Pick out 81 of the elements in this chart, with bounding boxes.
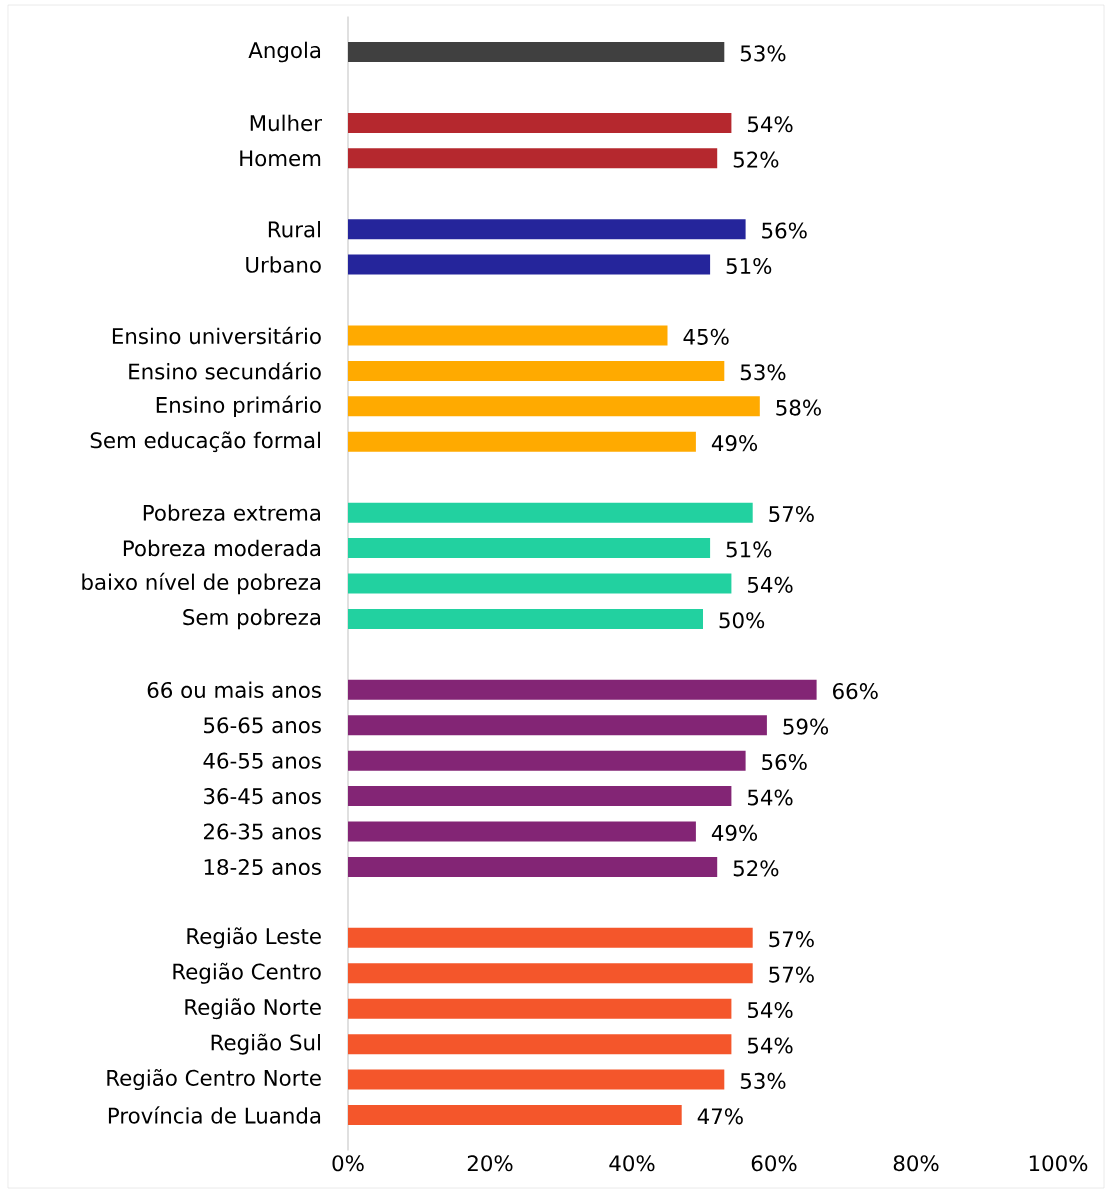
y-tick-label: Homem xyxy=(240,150,321,167)
data-label: 57% xyxy=(769,966,814,983)
bar xyxy=(348,821,696,842)
data-label: 59% xyxy=(783,718,829,735)
data-label: 56% xyxy=(762,753,807,771)
bar xyxy=(348,219,746,240)
data-label: 57% xyxy=(769,505,814,523)
y-tick-label: Região Centro xyxy=(173,962,321,984)
y-tick-label: Região Norte xyxy=(185,998,321,1020)
bar xyxy=(348,573,732,594)
bar xyxy=(348,786,732,807)
bar xyxy=(348,679,817,700)
y-tick-label: 36-45 anos xyxy=(204,788,321,805)
bar xyxy=(348,927,753,948)
bar xyxy=(348,360,725,381)
bar xyxy=(348,112,732,133)
y-tick-label: 56-65 anos xyxy=(204,717,321,734)
data-label: 51% xyxy=(726,257,772,275)
y-tick-label: Província de Luanda xyxy=(108,1106,321,1124)
data-label: 53% xyxy=(740,364,786,381)
bar xyxy=(348,1105,682,1126)
bar xyxy=(348,608,704,629)
x-tick-label: 0% xyxy=(332,1155,364,1172)
y-tick-label: Região Centro Norte xyxy=(107,1069,321,1091)
data-label: 50% xyxy=(719,612,765,629)
data-label: 47% xyxy=(697,1108,743,1125)
bar xyxy=(348,856,718,877)
y-tick-label: Pobreza moderada xyxy=(123,539,321,557)
y-tick-label: Região Sul xyxy=(211,1033,320,1055)
data-label: 45% xyxy=(683,328,729,345)
data-label: 49% xyxy=(711,824,758,841)
y-tick-label: 26-35 anos xyxy=(203,823,321,840)
bar xyxy=(348,750,746,771)
x-tick-label: 40% xyxy=(609,1155,655,1172)
bar xyxy=(348,715,767,736)
data-label: 58% xyxy=(776,399,821,416)
data-label: 54% xyxy=(747,116,793,133)
y-tick-label: 46-55 anos xyxy=(203,752,321,769)
data-label: 66% xyxy=(833,683,878,700)
data-label: 57% xyxy=(769,931,814,948)
bar xyxy=(348,254,711,275)
x-tick-label: 100% xyxy=(1029,1155,1088,1172)
y-tick-label: Sem pobreza xyxy=(183,608,321,630)
bar xyxy=(348,538,711,559)
bar xyxy=(348,148,718,169)
x-tick-label: 20% xyxy=(467,1155,513,1172)
y-tick-label: Mulher xyxy=(250,114,322,132)
y-tick-label: 18-25 anos xyxy=(204,858,321,876)
bar xyxy=(348,431,696,452)
data-label: 54% xyxy=(747,1037,793,1054)
y-tick-label: baixo nível de pobreza xyxy=(82,572,321,595)
data-label: 53% xyxy=(740,1072,786,1089)
data-label: 52% xyxy=(733,860,779,877)
bar xyxy=(348,325,668,346)
bar xyxy=(348,1069,725,1090)
y-tick-label: Ensino primário xyxy=(156,395,321,418)
data-label: 54% xyxy=(747,789,793,806)
bar xyxy=(348,1034,732,1055)
y-tick-label: 66 ou mais anos xyxy=(147,681,321,699)
data-label: 51% xyxy=(726,541,772,558)
bar xyxy=(348,396,760,417)
bar xyxy=(348,963,753,984)
x-tick-label: 80% xyxy=(893,1155,939,1172)
y-tick-label: Ensino universitário xyxy=(112,326,321,345)
bar xyxy=(348,998,732,1019)
data-label: 52% xyxy=(733,151,779,168)
data-label: 56% xyxy=(762,222,807,239)
x-tick-label: 60% xyxy=(751,1155,797,1172)
y-tick-label: Rural xyxy=(268,220,320,238)
y-tick-label: Região Leste xyxy=(187,927,321,949)
bar xyxy=(348,502,753,523)
data-label: 54% xyxy=(747,576,793,593)
data-label: 49% xyxy=(711,435,758,452)
y-tick-label: Angola xyxy=(248,41,321,63)
bar xyxy=(348,42,725,63)
y-tick-label: Sem educação formal xyxy=(90,431,320,453)
y-tick-label: Urbano xyxy=(246,256,321,273)
y-tick-label: Ensino secundário xyxy=(129,362,321,380)
data-label: 54% xyxy=(747,1001,793,1019)
data-label: 53% xyxy=(740,45,786,62)
y-tick-label: Pobreza extrema xyxy=(143,504,321,521)
